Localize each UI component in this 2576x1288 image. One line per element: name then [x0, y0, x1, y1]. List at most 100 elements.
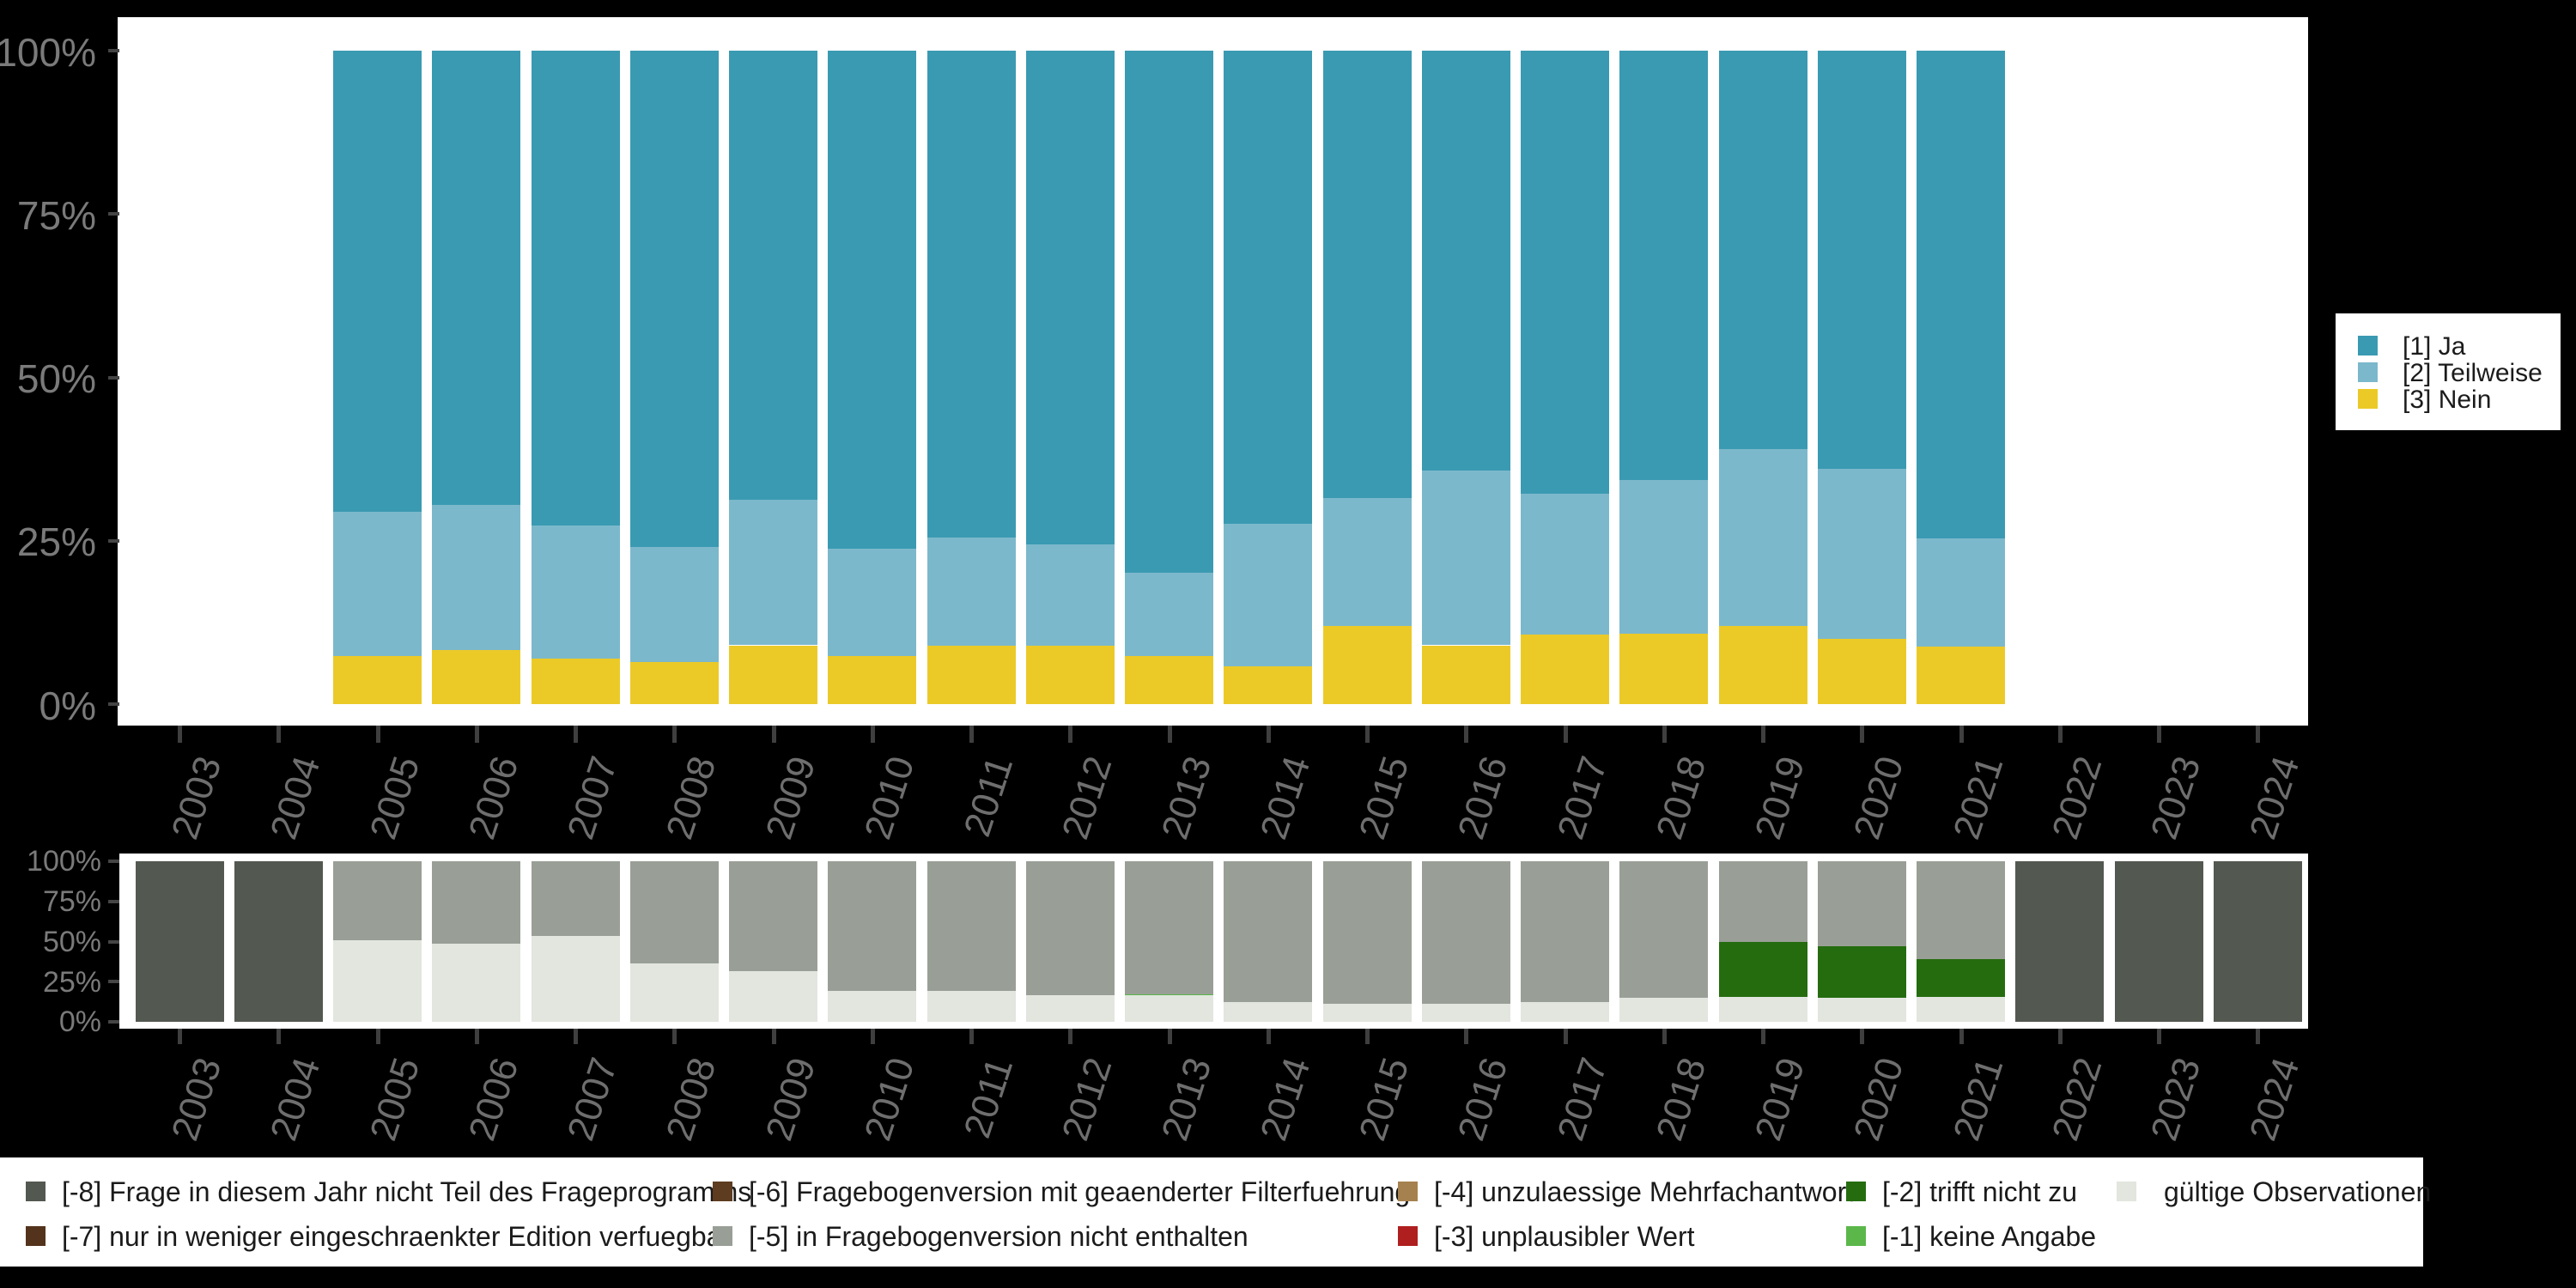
- bar-segment-2017-ja: [1521, 51, 1609, 494]
- bar-segment-2017-nein: [1521, 635, 1609, 704]
- bar-segment-2021-teilweise: [1917, 538, 2005, 647]
- x-axis-label-top-2016: 2016: [1450, 751, 1516, 845]
- x-axis-label-bottom-2008: 2008: [659, 1053, 725, 1146]
- missing-values-chart: [119, 854, 2308, 1029]
- x-axis-tick-bottom-2022: [2057, 1029, 2063, 1044]
- bar-segment-2019-trifft_nicht_zu: [1718, 942, 1807, 997]
- x-axis-label-top-2004: 2004: [263, 751, 329, 845]
- bar-segment-2013-keine_angabe: [1125, 993, 1213, 996]
- missing-legend-label: [-8] Frage in diesem Jahr nicht Teil des…: [62, 1176, 752, 1207]
- bar-segment-2018-nicht_enthalten: [1619, 861, 1709, 998]
- x-axis-tick-bottom-2019: [1761, 1029, 1765, 1044]
- x-axis-tick-top-2004: [276, 726, 282, 743]
- x-axis-tick-top-2011: [969, 726, 974, 743]
- bar-segment-2018-valid: [1619, 997, 1709, 1022]
- bar-segment-2021-valid: [1917, 997, 2005, 1022]
- bar-segment-2011-nein: [927, 645, 1016, 704]
- missing-legend-label: [-2] trifft nicht zu: [1882, 1176, 2078, 1207]
- x-axis-tick-bottom-2014: [1266, 1029, 1271, 1044]
- bar-segment-2009-valid: [729, 971, 817, 1022]
- bar-segment-2008-nein: [629, 661, 719, 704]
- x-axis-tick-top-2008: [672, 726, 677, 743]
- x-axis-label-bottom-2010: 2010: [856, 1053, 923, 1146]
- x-axis-tick-top-2017: [1563, 726, 1568, 743]
- bar-segment-2005-nein: [333, 656, 422, 704]
- x-axis-tick-bottom-2008: [672, 1029, 677, 1044]
- x-axis-label-bottom-2006: 2006: [460, 1053, 527, 1146]
- x-axis-label-bottom-2009: 2009: [757, 1053, 824, 1146]
- x-axis-tick-bottom-2012: [1068, 1029, 1073, 1044]
- x-axis-tick-bottom-2005: [375, 1029, 380, 1044]
- bar-segment-2013-nicht_enthalten: [1125, 861, 1213, 994]
- bar-segment-2006-valid: [432, 944, 521, 1022]
- y-axis-label-top-25: 25%: [16, 519, 96, 565]
- y-axis-label-top-75: 75%: [16, 192, 96, 238]
- x-axis-label-top-2022: 2022: [2044, 751, 2111, 845]
- legend-label-ja: [1] Ja: [2403, 332, 2466, 361]
- bar-segment-2008-ja: [629, 51, 719, 548]
- x-axis-label-top-2006: 2006: [460, 751, 527, 845]
- bar-segment-2007-valid: [531, 935, 620, 1022]
- bar-segment-2020-ja: [1817, 51, 1906, 470]
- bar-segment-2010-nein: [828, 656, 917, 704]
- missing-legend-swatch-icon: [26, 1226, 46, 1246]
- x-axis-tick-top-2022: [2057, 726, 2063, 743]
- x-axis-label-top-2015: 2015: [1351, 751, 1418, 845]
- bar-segment-2007-nein: [531, 659, 620, 704]
- x-axis-label-top-2007: 2007: [559, 751, 626, 845]
- x-axis-tick-top-2020: [1860, 726, 1865, 743]
- bar-segment-2006-nein: [432, 649, 521, 704]
- x-axis-label-top-2024: 2024: [2242, 751, 2308, 845]
- x-axis-tick-top-2005: [375, 726, 380, 743]
- x-axis-tick-bottom-2009: [771, 1029, 776, 1044]
- missing-codes-legend: [-8] Frage in diesem Jahr nicht Teil des…: [0, 1157, 2431, 1267]
- x-axis-tick-bottom-2016: [1464, 1029, 1469, 1044]
- x-axis-label-top-2017: 2017: [1549, 751, 1616, 845]
- missing-legend-label: [-3] unplausibler Wert: [1434, 1221, 1695, 1252]
- x-axis-label-bottom-2022: 2022: [2044, 1053, 2111, 1146]
- bar-segment-2014-valid: [1224, 1001, 1313, 1022]
- x-axis-tick-top-2016: [1464, 726, 1469, 743]
- bar-segment-2011-valid: [927, 990, 1016, 1022]
- answer-categories-legend: [1] Ja [2] Teilweise [3] Nein: [2336, 313, 2561, 430]
- bar-segment-2013-valid: [1125, 995, 1213, 1022]
- x-axis-label-top-2020: 2020: [1846, 751, 1912, 845]
- bar-segment-2006-nicht_enthalten: [432, 861, 521, 945]
- bar-segment-2019-valid: [1718, 997, 1807, 1022]
- y-axis-tick-bottom-0: [108, 1020, 119, 1024]
- bar-segment-2009-nicht_enthalten: [729, 861, 817, 972]
- bar-segment-2011-ja: [927, 51, 1016, 538]
- bar-segment-2020-teilweise: [1817, 469, 1906, 639]
- y-axis-tick-bottom-50: [108, 939, 119, 944]
- x-axis-tick-top-2018: [1662, 726, 1667, 743]
- x-axis-label-bottom-2017: 2017: [1549, 1053, 1616, 1146]
- bar-segment-2013-teilweise: [1125, 573, 1213, 657]
- missing-legend-label: [-5] in Fragebogenversion nicht enthalte…: [749, 1221, 1249, 1252]
- bar-segment-2019-teilweise: [1718, 449, 1807, 626]
- x-axis-tick-top-2019: [1761, 726, 1765, 743]
- missing-legend-swatch-icon: [1398, 1226, 1418, 1246]
- bar-segment-2007-teilweise: [531, 526, 620, 659]
- x-axis-label-top-2010: 2010: [856, 751, 923, 845]
- bar-segment-2005-valid: [333, 939, 422, 1022]
- x-axis-tick-top-2009: [771, 726, 776, 743]
- missing-legend-swatch-icon: [1846, 1226, 1866, 1246]
- x-axis-label-top-2013: 2013: [1153, 751, 1220, 845]
- y-axis-tick-bottom-25: [108, 980, 119, 984]
- bar-segment-2023-nicht_teil: [2114, 861, 2203, 1022]
- x-axis-label-bottom-2020: 2020: [1846, 1053, 1912, 1146]
- x-axis-label-bottom-2003: 2003: [163, 1053, 230, 1146]
- bar-segment-2011-teilweise: [927, 537, 1016, 646]
- legend-swatch-ja-icon: [2358, 336, 2378, 355]
- x-axis-tick-top-2014: [1266, 726, 1271, 743]
- x-axis-label-top-2021: 2021: [1945, 751, 2012, 845]
- y-axis-label-bottom-0: 0%: [58, 1005, 101, 1039]
- x-axis-tick-bottom-2004: [276, 1029, 282, 1044]
- bar-segment-2017-valid: [1521, 1001, 1609, 1022]
- x-axis-tick-bottom-2007: [574, 1029, 578, 1044]
- bar-segment-2008-nicht_enthalten: [629, 861, 719, 963]
- x-axis-tick-bottom-2024: [2256, 1029, 2261, 1044]
- bar-segment-2009-ja: [729, 51, 817, 500]
- x-axis-label-top-2023: 2023: [2142, 751, 2209, 845]
- bar-segment-2009-teilweise: [729, 499, 817, 646]
